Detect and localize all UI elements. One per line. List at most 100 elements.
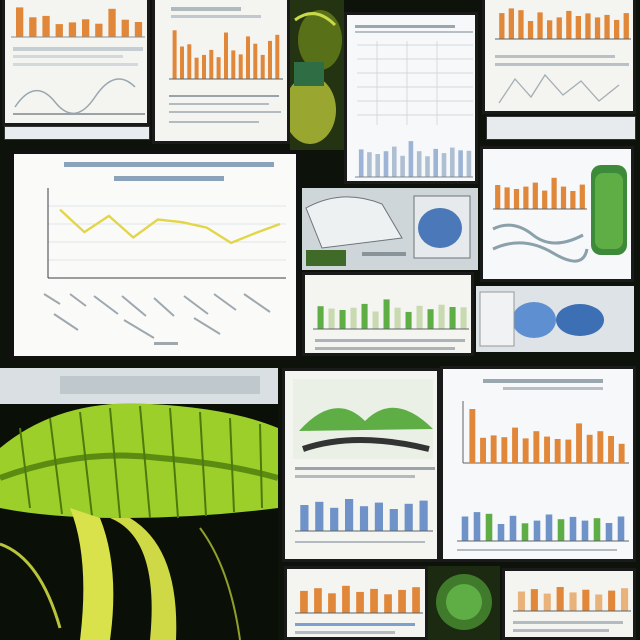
bottom-right-bar-0 (469, 409, 476, 463)
bar-chart-sheet-corner (502, 568, 636, 640)
orange-a-bar-4 (202, 54, 206, 79)
table-bar-8 (425, 156, 430, 177)
data-table-graphic (355, 25, 473, 178)
top-right-bar-1 (508, 8, 514, 39)
bottom-right-bar-12 (597, 431, 604, 463)
top-left-bar-6 (95, 23, 103, 37)
bottom-right-blue-bar-7 (545, 514, 553, 541)
center-bar-3 (350, 307, 357, 329)
bottom-right-blue-bar-2 (485, 513, 493, 541)
center-bar-13 (460, 307, 467, 329)
table-bar-3 (383, 151, 389, 177)
bottom-right-blue-bar-11 (593, 518, 601, 541)
right-mid-bar-3 (523, 186, 529, 209)
corner-bar-7 (608, 590, 616, 611)
bottom-right-bar-9 (565, 439, 572, 463)
bar-chart-corner (513, 587, 631, 632)
table-bar-7 (416, 151, 422, 177)
right-mid-bar-2 (513, 189, 520, 209)
bottom-strip-bar-6 (384, 594, 392, 613)
bottom-right-bar-7 (544, 436, 550, 463)
caption-strip-left (4, 126, 150, 140)
bar-chart-center (313, 299, 469, 350)
bottom-strip-bar-2 (328, 593, 336, 613)
table-bar-10 (441, 153, 447, 177)
bar-chart-sheet-bottom-right (440, 366, 636, 562)
bottom-right-blue-bar-4 (509, 515, 517, 541)
bottom-right-bar-2 (490, 435, 497, 463)
table-bar-12 (458, 150, 463, 177)
bottom-right-bar-1 (480, 437, 486, 463)
center-bar-4 (361, 303, 368, 329)
top-left-bar-2 (42, 15, 50, 37)
corner-bar-5 (582, 589, 590, 611)
bottom-right-blue-bar-12 (605, 523, 613, 541)
bottom-strip-bar-5 (370, 588, 378, 613)
bottom-right-bar-4 (512, 427, 518, 463)
line-chart (43, 162, 286, 345)
plant-illustration (0, 368, 278, 640)
bottom-right-bar-11 (586, 434, 593, 463)
bottom-right-blue-bar-9 (569, 516, 577, 541)
right-mid-bar-6 (551, 177, 557, 209)
thumb-sheet-top-left (2, 0, 150, 126)
orange-a-bar-9 (238, 54, 243, 79)
top-right-bar-0 (499, 13, 505, 39)
table-bar-1 (367, 152, 372, 177)
bottom-middle-bar-3 (345, 499, 354, 531)
bottom-middle-bar-4 (359, 506, 369, 531)
center-bar-9 (416, 305, 423, 329)
top-left-bar-3 (55, 24, 63, 37)
center-bar-5 (372, 311, 379, 329)
table-bar-13 (466, 150, 472, 177)
bottom-middle-bar-2 (330, 507, 339, 531)
bar-chart-sheet-bottom-strip (284, 566, 428, 640)
blue-shapes-illustration (476, 286, 634, 352)
bottom-right-bar-10 (576, 423, 582, 463)
line-chart-panel (10, 150, 300, 360)
bar-chart-bottom-strip (295, 585, 423, 634)
top-left-bar-5 (82, 19, 90, 37)
bottom-middle-bar-8 (419, 500, 428, 531)
bottom-right-blue-bar-0 (461, 516, 469, 541)
top-right-bar-5 (547, 20, 553, 39)
top-left-bar-9 (134, 22, 143, 37)
bottom-right-blue-bar-10 (581, 520, 589, 541)
center-bar-11 (438, 304, 445, 329)
center-bar-6 (383, 299, 390, 329)
right-mid-bar-7 (560, 186, 567, 209)
table-bar-11 (450, 147, 455, 177)
top-right-bar-7 (566, 10, 572, 39)
corner-bar-1 (530, 589, 538, 611)
bottom-strip-bar-4 (356, 591, 364, 613)
top-right-bar-10 (594, 17, 601, 39)
leaf-strip-graphic (290, 0, 344, 150)
top-right-bar-4 (537, 12, 543, 39)
top-left-bar-1 (29, 17, 37, 37)
bottom-right-blue-bar-8 (557, 519, 565, 541)
bottom-right-bar-14 (618, 443, 625, 463)
bottom-right-bar-6 (533, 431, 540, 463)
orange-a-bar-10 (246, 36, 250, 79)
center-bar-10 (427, 309, 434, 329)
bottom-strip-bar-3 (342, 585, 350, 613)
table-bar-5 (400, 155, 405, 177)
center-bar-0 (317, 306, 324, 329)
corner-bar-8 (621, 588, 629, 611)
orange-a-bar-1 (180, 46, 184, 79)
bottom-strip-bar-1 (314, 588, 322, 613)
table-bar-0 (358, 149, 364, 177)
bottom-right-blue-bar-1 (473, 512, 481, 541)
corner-bar-4 (569, 592, 577, 611)
right-mid-bar-8 (570, 191, 576, 209)
right-mid-bar-9 (579, 184, 585, 209)
bar-chart-sheet-orange-a (152, 0, 290, 144)
corner-bar-2 (543, 593, 551, 611)
top-right-bar-9 (585, 13, 591, 39)
center-bar-1 (328, 308, 335, 329)
top-right-bar-11 (604, 14, 610, 39)
top-right-bar-12 (614, 19, 620, 39)
bottom-middle-bar-1 (315, 501, 324, 531)
greenery-chart-sheet (282, 368, 440, 562)
